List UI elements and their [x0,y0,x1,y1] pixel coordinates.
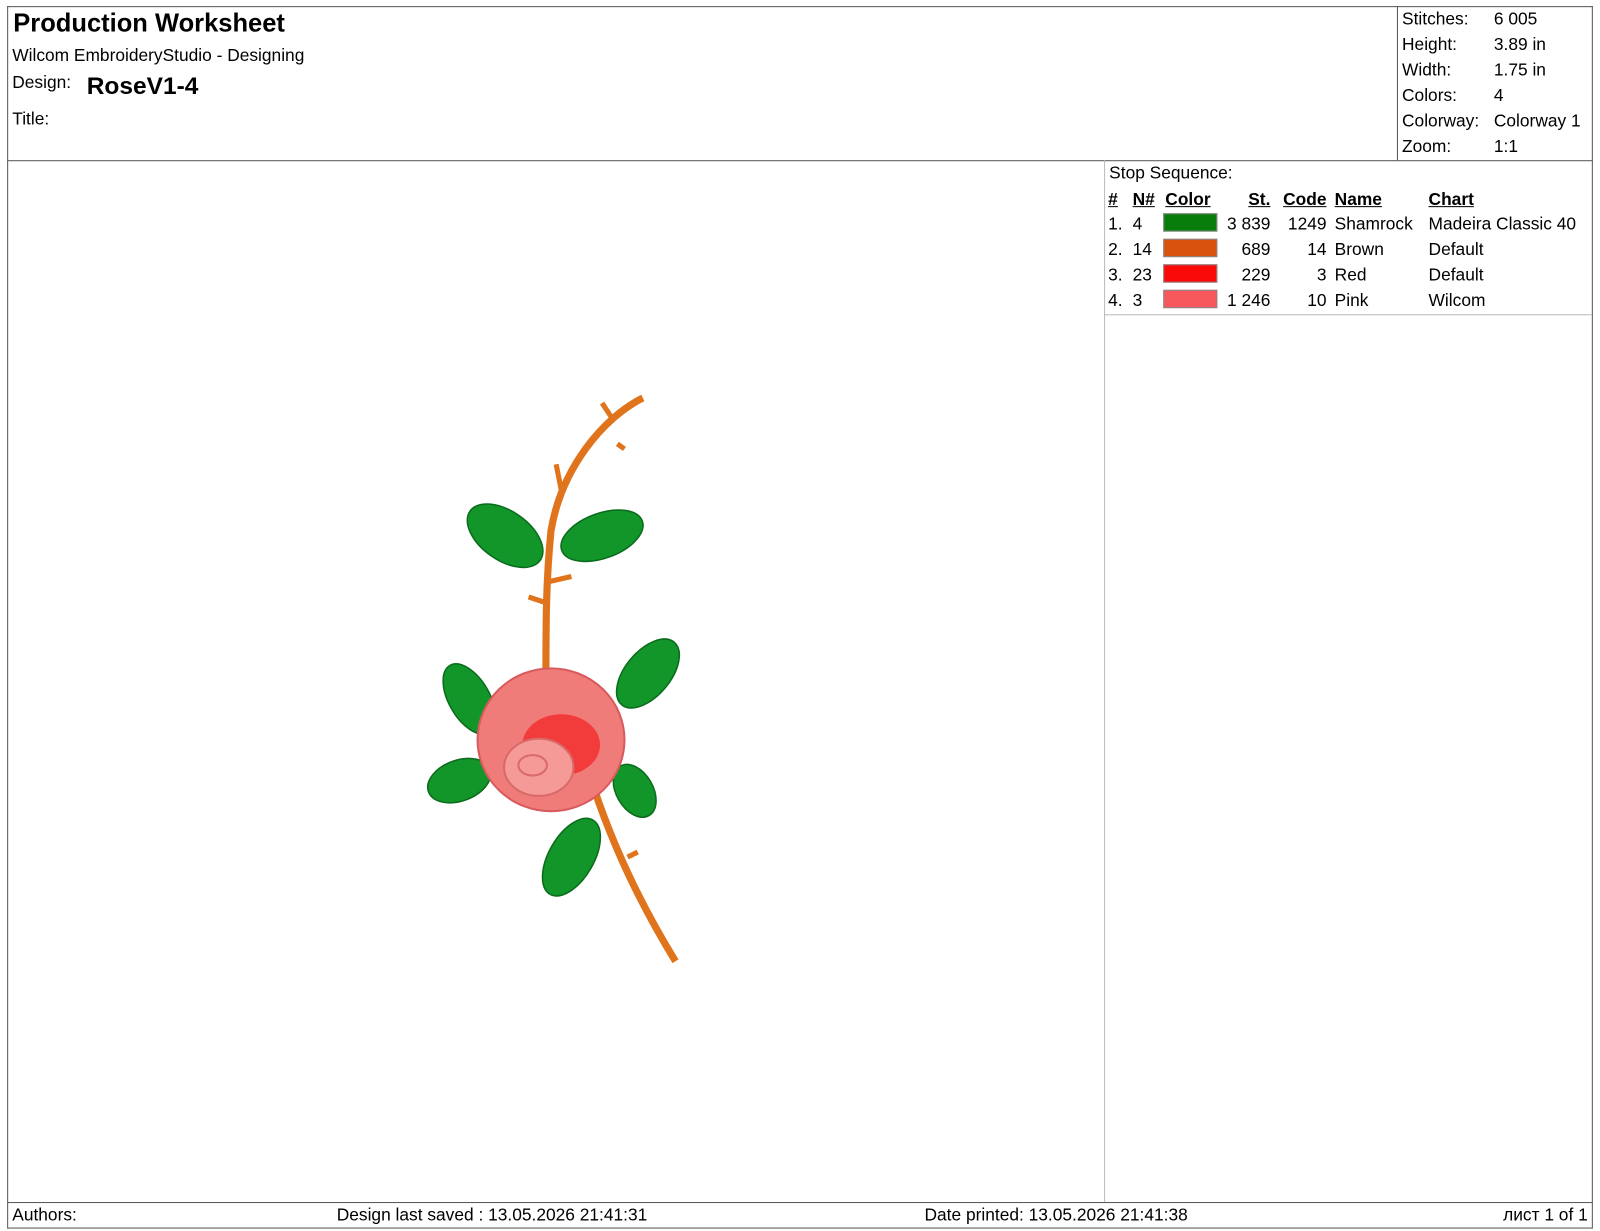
cell-name: Pink [1334,290,1369,311]
design-label: Design: [12,72,72,92]
cell-name: Shamrock [1334,214,1413,234]
border [1104,314,1592,316]
stat-value: 1.75 in [1493,60,1546,80]
title: Production Worksheet [13,9,285,38]
border [1104,160,1106,1203]
color-swatch [1163,213,1218,232]
stat-label: Colors: [1402,85,1457,106]
column-header: # [1108,189,1118,210]
stat-value: 3.89 in [1493,34,1546,55]
design-preview [426,394,681,964]
stat-label: Zoom: [1402,136,1452,157]
stat-label: Height: [1402,34,1458,55]
cell-code: 10 [1307,290,1327,311]
cell-n: 4 [1132,214,1143,234]
cell-stitches: 229 [1241,265,1271,285]
software: Wilcom EmbroideryStudio - Designing [12,45,305,66]
column-header: Name [1334,189,1382,210]
border [7,6,9,1229]
cell-name: Brown [1334,239,1384,260]
authors: Authors: [12,1205,77,1225]
cell-index: 3. [1108,265,1123,285]
column-header: Chart [1428,189,1474,210]
cell-code: 14 [1307,239,1327,260]
column-header: N# [1132,189,1155,210]
stat-label: Colorway: [1402,111,1480,131]
last-saved: Design last saved : 13.05.2026 21:41:31 [336,1205,648,1225]
cell-stitches: 1 246 [1226,290,1271,311]
border [1591,6,1593,1229]
column-header: Color [1165,189,1211,210]
page-number: лист 1 of 1 [1503,1205,1588,1225]
border [1396,6,1398,161]
cell-n: 3 [1132,290,1143,311]
title-label: Title: [12,109,50,129]
cell-chart: Madeira Classic 40 [1428,214,1577,234]
cell-n: 14 [1132,239,1152,260]
border [7,6,1593,8]
stat-label: Width: [1402,60,1452,80]
cell-index: 1. [1108,214,1123,234]
stop-sequence-label: Stop Sequence: [1109,163,1233,183]
color-swatch [1163,264,1218,283]
cell-n: 23 [1132,265,1152,285]
cell-chart: Default [1428,239,1484,260]
color-swatch [1163,289,1218,309]
border [7,1202,1593,1204]
cell-stitches: 3 839 [1226,214,1271,234]
stat-value: 6 005 [1493,9,1538,29]
color-swatch [1163,238,1218,258]
stat-value: 4 [1493,85,1504,106]
date-printed: Date printed: 13.05.2026 21:41:38 [924,1205,1188,1225]
column-header: St. [1248,189,1271,210]
column-header: Code [1283,189,1327,210]
stat-value: 1:1 [1493,136,1518,157]
cell-stitches: 689 [1241,239,1271,260]
stat-label: Stitches: [1402,9,1469,29]
cell-name: Red [1334,265,1367,285]
cell-chart: Wilcom [1428,290,1486,311]
cell-code: 1249 [1287,214,1327,234]
cell-index: 4. [1108,290,1123,311]
border [7,160,1593,162]
border [7,1227,1593,1229]
cell-code: 3 [1316,265,1327,285]
stat-value: Colorway 1 [1493,111,1581,131]
design-name: RoseV1-4 [86,72,199,100]
cell-index: 2. [1108,239,1123,260]
cell-chart: Default [1428,265,1484,285]
